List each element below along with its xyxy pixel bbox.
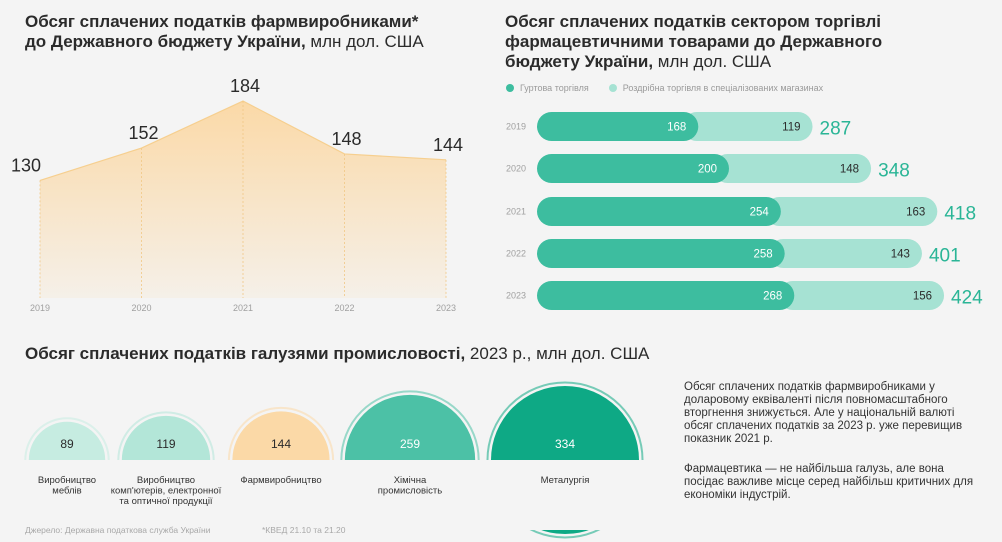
bar-year-label: 2019 (506, 122, 526, 132)
bubble-category-label: промисловість (378, 486, 442, 497)
bar-year-label: 2021 (506, 207, 526, 217)
bubble-category-label: меблів (52, 486, 81, 497)
bar-total-label: 287 (820, 119, 852, 140)
bar-segment-retail (778, 281, 945, 310)
area-chart: 130 2019 152 2020 184 2021 148 2022 144 2023 (11, 76, 463, 313)
area-x-tick: 2023 (436, 303, 456, 313)
bar-total-label: 401 (929, 246, 961, 267)
bar-chart-title: Обсяг сплачених податків сектором торгів… (505, 12, 883, 71)
area-x-tick: 2022 (334, 303, 354, 313)
bubble-value-label: 259 (400, 437, 420, 451)
bar-segment-wholesale (537, 281, 795, 310)
bar-value-retail: 163 (906, 207, 925, 219)
note-paragraph-2: Фармацевтика — не найбільша галузь, але … (684, 463, 974, 501)
bar-segment-wholesale (537, 239, 785, 268)
area-value-label: 144 (433, 135, 463, 155)
area-x-tick: 2019 (30, 303, 50, 313)
area-value-label: 152 (128, 123, 158, 143)
legend-dot-retail (608, 84, 617, 92)
area-value-label: 148 (331, 129, 361, 149)
bar-value-retail: 148 (840, 164, 859, 176)
bubble-category-label: та оптичної продукції (119, 496, 213, 507)
bubble-category-label: Виробництво (38, 475, 96, 486)
stacked-bar-chart: 2019 168 119 287 2020 200 148 348 2021 254 163 418 2… (506, 112, 983, 310)
bar-value-retail: 156 (913, 291, 932, 303)
bar-year-label: 2022 (506, 249, 526, 259)
area-chart-title: Обсяг сплачених податків фармвиробниками… (25, 12, 424, 51)
bar-segment-wholesale (537, 197, 781, 226)
bar-value-retail: 143 (891, 249, 910, 261)
bubble-value-label: 119 (156, 437, 175, 451)
bar-segment-wholesale (537, 154, 729, 183)
bar-value-wholesale: 254 (750, 207, 770, 219)
kved-footnote: *КВЕД 21.10 та 21.20 (262, 525, 346, 535)
legend-label-retail: Роздрібна торгівля в спеціалізованих маг… (622, 83, 824, 93)
bubble-category-label: Хімічна (394, 475, 427, 486)
bar-year-label: 2023 (506, 291, 526, 301)
bar-segment-retail (764, 197, 938, 226)
bar-value-wholesale: 258 (753, 249, 772, 261)
legend-item-wholesale: Гуртова торгівля (506, 83, 589, 93)
area-value-label: 184 (230, 76, 260, 96)
bar-total-label: 348 (878, 161, 910, 182)
bubble-category-label: Виробництво (137, 475, 195, 486)
bar-chart-legend: Гуртова торгівля Роздрібна торгівля в сп… (506, 83, 823, 93)
bubble-category-label: комп'ютерів, електронної (111, 486, 222, 497)
bar-value-wholesale: 168 (667, 122, 686, 134)
bubble-category-label: Фармвиробництво (240, 475, 321, 486)
note-paragraph-1: Обсяг сплачених податків фармвиробниками… (684, 381, 963, 445)
bar-segment-retail (682, 112, 813, 141)
bubble-value-label: 89 (60, 437, 74, 451)
legend-dot-wholesale (506, 84, 514, 92)
bar-value-wholesale: 200 (698, 164, 717, 176)
area-x-tick: 2020 (131, 303, 151, 313)
bubble-chart-title: Обсяг сплачених податків галузями промис… (25, 344, 650, 363)
area-value-label: 130 (11, 155, 41, 175)
bubble-value-label: 334 (555, 437, 575, 451)
legend-label-wholesale: Гуртова торгівля (520, 83, 589, 93)
bar-value-wholesale: 268 (763, 291, 782, 303)
bar-segment-retail (768, 239, 922, 268)
legend-item-retail: Роздрібна торгівля в спеціалізованих маг… (608, 83, 824, 93)
bar-segment-wholesale (537, 112, 699, 141)
bubble-chart: 89 119 144 259 334ВиробництвомеблівВиробницт… (24, 381, 644, 539)
area-x-tick: 2021 (233, 303, 253, 313)
bar-total-label: 424 (951, 288, 983, 309)
bar-year-label: 2020 (506, 164, 526, 174)
source-note: Джерело: Державна податкова служба Украї… (25, 525, 211, 535)
bubble-value-label: 144 (271, 437, 291, 451)
bubble-mask (0, 460, 680, 530)
bubble-category-label: Металургія (541, 475, 590, 486)
bar-value-retail: 119 (782, 122, 800, 134)
bar-segment-retail (713, 154, 872, 183)
bar-total-label: 418 (944, 204, 976, 225)
